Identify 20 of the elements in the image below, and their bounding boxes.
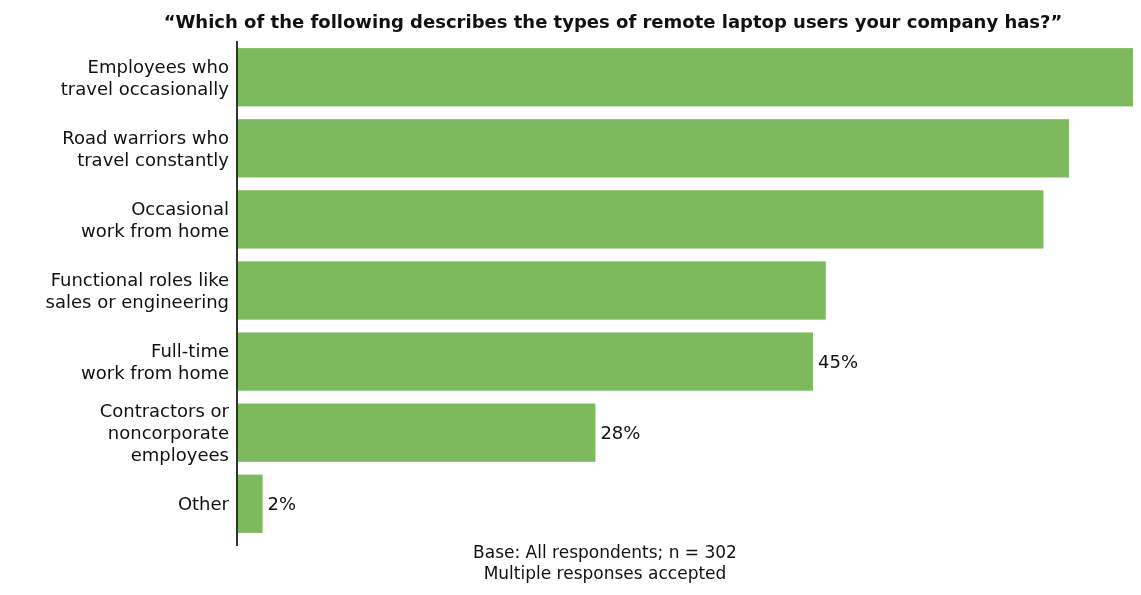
y-tick-label: Contractors or noncorporate employees xyxy=(99,399,230,465)
bar xyxy=(237,261,826,320)
y-tick-label: Employees who travel occasionally xyxy=(60,55,230,99)
data-label: 45% xyxy=(818,350,859,372)
bar xyxy=(237,403,596,462)
text: Multiple responses accepted xyxy=(483,563,727,583)
chart-title: “Which of the following describes the types of remote laptop users your company has?” xyxy=(163,11,1063,32)
bar xyxy=(237,119,1069,178)
bar xyxy=(237,48,1133,107)
y-tick-label: Full-time work from home xyxy=(81,339,229,383)
bar xyxy=(237,332,813,391)
y-tick-label: Occasional work from home xyxy=(81,197,229,241)
bar xyxy=(237,474,263,533)
y-tick-label: Other xyxy=(177,493,230,515)
data-label: 2% xyxy=(267,493,297,515)
y-tick-label: Functional roles like sales or engineering xyxy=(45,268,229,312)
y-tick-label: Road warriors who travel constantly xyxy=(62,126,230,170)
bar xyxy=(237,190,1044,249)
annotation: Base: All respondents; n = 302 xyxy=(473,542,737,562)
data-label: 28% xyxy=(600,421,641,443)
